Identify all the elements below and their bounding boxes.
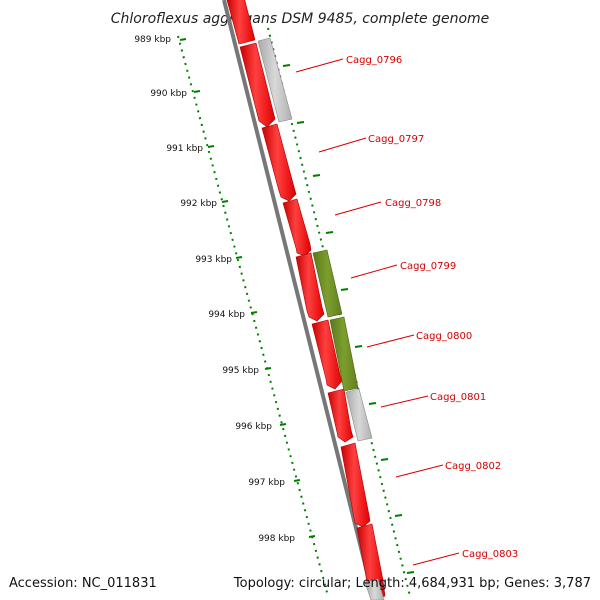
gene-label-cagg-0800[interactable]: Cagg_0800 <box>416 331 472 342</box>
gene-arrow[interactable] <box>311 319 343 390</box>
accession-text: Accession: NC_011831 <box>9 576 157 591</box>
tick-label-997: 997 kbp <box>248 478 285 488</box>
label-leaders <box>295 58 460 566</box>
tick-label-991: 991 kbp <box>166 144 203 154</box>
map-title: Chloroflexus aggregans DSM 9485, complet… <box>111 11 490 27</box>
gene-label-cagg-0798[interactable]: Cagg_0798 <box>385 198 441 209</box>
tick-label-992: 992 kbp <box>180 199 217 209</box>
gene-arrow[interactable] <box>261 123 297 202</box>
feature-track <box>257 37 385 600</box>
gene-label-cagg-0801[interactable]: Cagg_0801 <box>430 392 486 403</box>
gene-arrow[interactable] <box>340 442 371 528</box>
tick-label-996: 996 kbp <box>235 422 272 432</box>
tick-label-994: 994 kbp <box>208 310 245 320</box>
backbone <box>222 0 376 600</box>
scale-labels: 989 kbp 990 kbp 991 kbp 992 kbp 993 kbp … <box>134 35 295 544</box>
major-ticks <box>179 38 415 574</box>
grey-feature[interactable] <box>364 578 385 600</box>
gene-label-cagg-0802[interactable]: Cagg_0802 <box>445 461 501 472</box>
gene-label-cagg-0797[interactable]: Cagg_0797 <box>368 134 424 145</box>
gene-arrow[interactable] <box>239 42 276 128</box>
tick-label-995: 995 kbp <box>222 366 259 376</box>
olive-feature[interactable] <box>329 316 359 392</box>
gene-label-cagg-0799[interactable]: Cagg_0799 <box>400 261 456 272</box>
gene-arrow[interactable] <box>295 252 325 322</box>
gene-label-cagg-0803[interactable]: Cagg_0803 <box>462 549 518 560</box>
scale-track-left <box>177 35 329 597</box>
tick-label-990: 990 kbp <box>150 89 187 99</box>
grey-feature[interactable] <box>345 388 373 442</box>
gene-arrow[interactable] <box>226 0 256 45</box>
tick-label-998: 998 kbp <box>258 534 295 544</box>
gene-label-cagg-0796[interactable]: Cagg_0796 <box>346 55 402 66</box>
genome-summary: Topology: circular; Length: 4,684,931 bp… <box>233 576 591 591</box>
gene-labels: Cagg_0796 Cagg_0797 Cagg_0798 Cagg_0799 … <box>346 55 518 560</box>
gene-arrow[interactable] <box>282 198 312 257</box>
tick-label-993: 993 kbp <box>195 255 232 265</box>
grey-feature[interactable] <box>257 37 293 123</box>
cds-track <box>226 0 386 600</box>
olive-feature[interactable] <box>312 249 343 318</box>
gene-arrow[interactable] <box>327 388 354 443</box>
tick-label-989: 989 kbp <box>134 35 171 45</box>
